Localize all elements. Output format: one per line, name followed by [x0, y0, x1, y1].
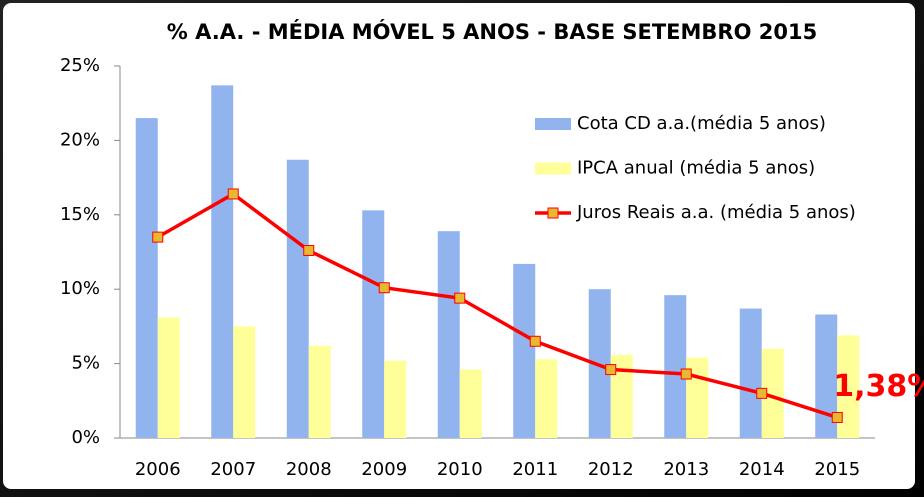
legend-label: Juros Reais a.a. (média 5 anos) — [576, 202, 856, 223]
bar — [362, 210, 385, 438]
marker — [680, 368, 692, 380]
x-tick-label: 2012 — [588, 459, 634, 480]
marker — [529, 335, 541, 347]
bar — [211, 85, 234, 439]
line — [156, 191, 838, 420]
x-tick-label: 2006 — [135, 459, 181, 480]
y-tick-label: 25% — [60, 55, 100, 76]
y-tick-label: 10% — [60, 278, 100, 299]
y-tick-label: 15% — [60, 204, 100, 225]
legend-swatch — [535, 118, 571, 130]
bar — [384, 360, 407, 438]
bar — [135, 118, 158, 438]
legend-label: IPCA anual (média 5 anos) — [577, 158, 815, 179]
x-tick-label: 2011 — [512, 459, 558, 480]
legend-swatch — [547, 207, 559, 219]
x-tick-label: 2007 — [210, 459, 256, 480]
bar — [815, 314, 838, 438]
chart-title: % A.A. - MÉDIA MÓVEL 5 ANOS - BASE SETEM… — [167, 19, 817, 44]
data-label: 1,38% — [833, 369, 924, 404]
y-tick-label: 20% — [60, 129, 100, 150]
marker — [831, 411, 843, 423]
marker — [227, 188, 239, 200]
x-tick-label: 2008 — [286, 459, 332, 480]
bar — [233, 326, 256, 438]
legend-swatch — [535, 162, 571, 175]
marker — [454, 292, 466, 304]
bar — [459, 369, 482, 438]
bar — [437, 231, 460, 438]
marker — [756, 387, 768, 399]
y-tick-label: 5% — [71, 353, 100, 374]
bar — [157, 317, 180, 438]
y-tick-label: 0% — [71, 427, 100, 448]
x-tick-label: 2015 — [814, 459, 860, 480]
x-tick-label: 2014 — [739, 459, 785, 480]
x-tick-label: 2013 — [663, 459, 709, 480]
bar — [286, 159, 309, 438]
bar — [308, 345, 331, 438]
bar — [513, 263, 536, 438]
bar — [761, 348, 784, 438]
marker — [152, 231, 164, 243]
x-tick-label: 2010 — [437, 459, 483, 480]
bar — [664, 295, 687, 438]
bar — [535, 359, 558, 438]
marker — [378, 282, 390, 294]
marker — [303, 245, 315, 257]
bar — [739, 308, 762, 438]
bar — [610, 354, 633, 438]
x-tick-label: 2009 — [361, 459, 407, 480]
marker — [605, 364, 617, 376]
legend-label: Cota CD a.a.(média 5 anos) — [577, 113, 826, 134]
